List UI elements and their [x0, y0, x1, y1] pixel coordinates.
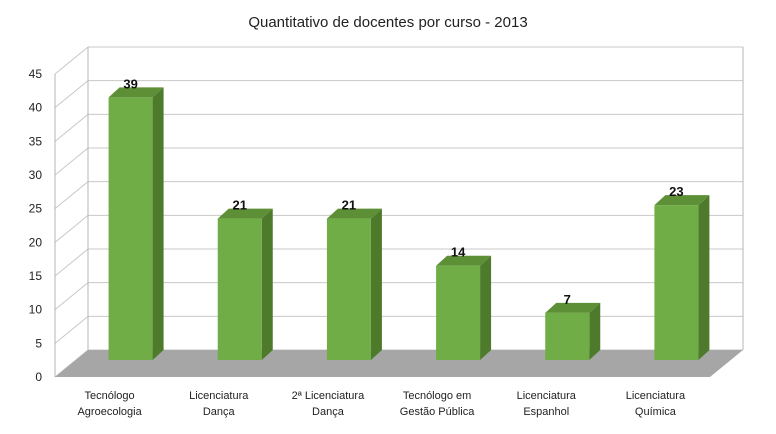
- gridline-side: [54, 315, 89, 344]
- y-tick-label: 20: [29, 235, 43, 249]
- bar-side: [480, 255, 492, 360]
- bar-front: [326, 218, 371, 360]
- x-tick-label: Tecnólogo Agroecologia: [77, 390, 142, 418]
- x-tick-label-line: Licenciatura: [189, 390, 249, 402]
- x-tick-label: Licenciatura Espanhol: [517, 390, 577, 418]
- y-tick-label: 10: [29, 303, 43, 317]
- x-tick-label-line: Licenciatura: [517, 390, 577, 402]
- bar-top: [326, 208, 382, 219]
- gridlines: [54, 46, 744, 378]
- x-tick-label-line: Tecnólogo em: [403, 390, 472, 402]
- bar-side: [152, 87, 164, 361]
- y-tick-label: 35: [29, 134, 43, 148]
- gridline-side: [54, 248, 89, 277]
- gridline-side: [54, 282, 89, 311]
- bars: [108, 87, 710, 361]
- gridline-side: [54, 80, 89, 109]
- bar: [436, 255, 492, 360]
- x-tick-label: Licenciatura Química: [626, 390, 686, 418]
- y-tick-label: 45: [29, 67, 43, 81]
- gridline-side: [54, 113, 89, 142]
- gridline-side: [54, 214, 89, 243]
- x-tick-label-line: Gestão Pública: [400, 406, 475, 418]
- chart-title: Quantitativo de docentes por curso - 201…: [248, 14, 527, 31]
- x-tick-label-line: Química: [635, 406, 677, 418]
- bar-front: [654, 205, 699, 360]
- gridline-side: [54, 46, 89, 75]
- bar: [545, 302, 601, 360]
- x-tick-label: Tecnólogo em Gestão Pública: [400, 390, 475, 418]
- data-label: 7: [564, 292, 571, 307]
- data-labels: 39 21 21 14 7 23: [123, 76, 683, 306]
- bar-side: [698, 195, 710, 360]
- bar-front: [217, 218, 262, 360]
- y-tick-label: 30: [29, 168, 43, 182]
- x-tick-label: 2ª Licenciatura Dança: [292, 390, 365, 418]
- data-label: 21: [342, 198, 356, 213]
- bar-top: [436, 255, 492, 266]
- x-tick-label-line: Agroecologia: [77, 406, 142, 418]
- data-label: 39: [123, 76, 137, 91]
- bar-front: [436, 265, 481, 360]
- y-tick-label: 25: [29, 202, 43, 216]
- bar: [217, 208, 273, 360]
- y-tick-label: 15: [29, 269, 43, 283]
- bar-top: [217, 208, 273, 219]
- x-tick-label-line: Tecnólogo: [85, 390, 135, 402]
- data-label: 23: [669, 184, 683, 199]
- bar-side: [261, 208, 273, 360]
- x-tick-label-line: Dança: [203, 406, 236, 418]
- y-tick-label: 40: [29, 101, 43, 115]
- x-tick-label-line: Licenciatura: [626, 390, 686, 402]
- y-tick-label: 5: [35, 336, 42, 350]
- x-tick-label-line: 2ª Licenciatura: [292, 390, 365, 402]
- y-axis: 0 5 10 15 20 25 30 35 40 45: [29, 67, 43, 384]
- bar: [654, 195, 710, 360]
- gridline-side: [54, 147, 89, 176]
- x-tick-label-line: Espanhol: [523, 406, 569, 418]
- gridline-side: [54, 181, 89, 210]
- bar-top: [545, 302, 601, 313]
- bar: [326, 208, 382, 360]
- data-label: 21: [233, 198, 247, 213]
- bar: [108, 87, 164, 361]
- bar-top: [108, 87, 164, 98]
- bar-top: [654, 195, 710, 206]
- bar-front: [108, 97, 153, 361]
- x-tick-label: Licenciatura Dança: [189, 390, 249, 418]
- bar-side: [589, 302, 601, 360]
- bar-front: [545, 312, 590, 360]
- x-tick-label-line: Dança: [312, 406, 345, 418]
- bar-side: [370, 208, 382, 360]
- data-label: 14: [451, 245, 466, 260]
- y-tick-label: 0: [35, 370, 42, 384]
